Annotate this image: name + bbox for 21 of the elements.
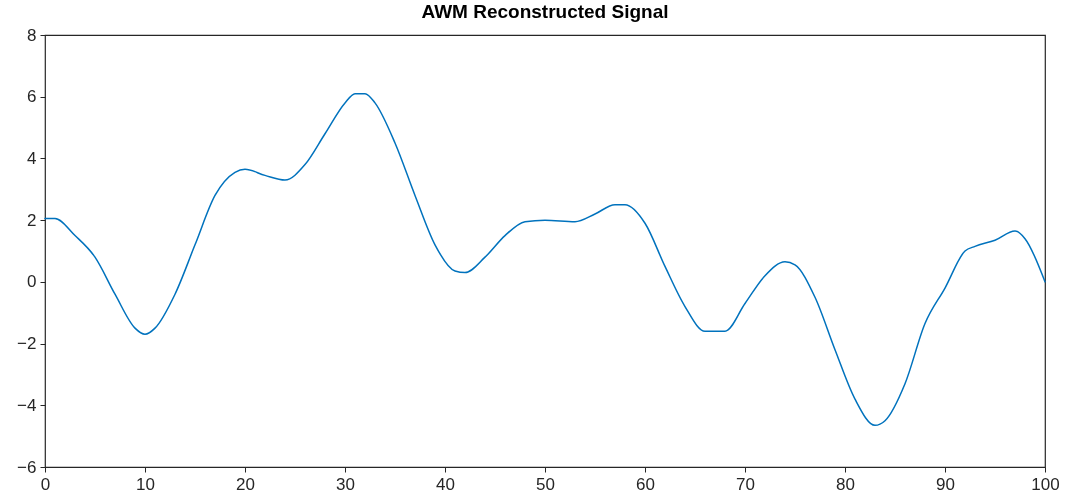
- x-tick-label: 60: [636, 474, 655, 494]
- x-tick-label: 100: [1031, 474, 1060, 494]
- x-tick-label: 30: [336, 474, 355, 494]
- y-tick-label: 0: [27, 272, 37, 292]
- chart-title: AWM Reconstructed Signal: [421, 1, 669, 22]
- line-series: [44, 92, 1046, 427]
- y-tick-label: −2: [17, 334, 37, 354]
- y-tick-label: 4: [27, 148, 37, 168]
- x-tick-label: 90: [936, 474, 955, 494]
- x-tick-label: 0: [40, 474, 51, 494]
- x-tick-label: 20: [236, 474, 255, 494]
- y-tick-label: 8: [27, 25, 37, 45]
- x-tick-label: 40: [436, 474, 455, 494]
- x-tick-label: 10: [136, 474, 155, 494]
- y-tick-label: −4: [17, 395, 37, 415]
- x-tick-label: 80: [836, 474, 855, 494]
- x-tick-label: 50: [536, 474, 555, 494]
- y-tick-label: 6: [27, 87, 37, 107]
- x-tick-label: 70: [736, 474, 755, 494]
- y-tick-label: −6: [17, 457, 37, 477]
- y-tick-label: 2: [27, 210, 37, 230]
